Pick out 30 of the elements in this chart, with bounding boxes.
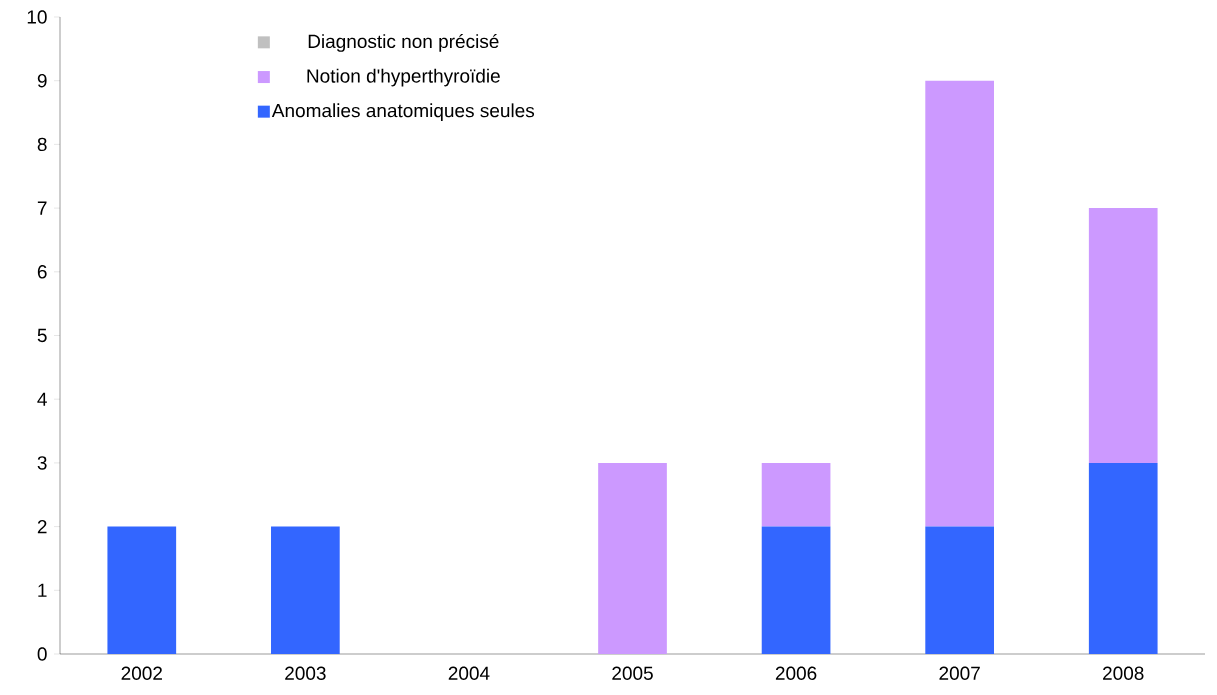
x-tick-label: 2003 xyxy=(285,666,326,680)
y-tick-label: 2 xyxy=(37,519,47,534)
bar xyxy=(598,462,667,654)
y-tick-label: 7 xyxy=(37,201,47,215)
x-tick-label: 2007 xyxy=(939,666,980,680)
y-tick-label: 3 xyxy=(37,456,47,470)
bar xyxy=(107,526,177,654)
bar xyxy=(271,526,340,654)
y-tick-label: 6 xyxy=(37,265,47,279)
bar xyxy=(925,526,994,654)
x-tick-label: 2008 xyxy=(1103,666,1144,680)
bar xyxy=(761,462,831,527)
x-tick-label: 2004 xyxy=(448,666,490,680)
y-tick-label: 5 xyxy=(37,328,47,343)
x-tick-label: 2005 xyxy=(612,666,653,680)
y-tick-label: 9 xyxy=(37,73,47,88)
y-tick-label: 1 xyxy=(38,583,47,597)
y-tick-label: 0 xyxy=(37,647,47,661)
bar xyxy=(761,526,831,654)
bar xyxy=(1088,462,1158,654)
bar xyxy=(1088,208,1158,463)
legend-label: Diagnostic non précisé xyxy=(308,33,499,52)
x-tick-label: 2002 xyxy=(121,666,162,680)
y-tick-label: 10 xyxy=(27,10,47,24)
bar xyxy=(925,80,994,527)
legend-label: Anomalies anatomiques seules xyxy=(271,103,535,122)
y-tick-label: 4 xyxy=(37,392,47,406)
legend-label: Notion d'hyperthyroïdie xyxy=(307,68,500,87)
x-tick-label: 2006 xyxy=(775,666,817,680)
y-tick-label: 8 xyxy=(37,137,47,152)
